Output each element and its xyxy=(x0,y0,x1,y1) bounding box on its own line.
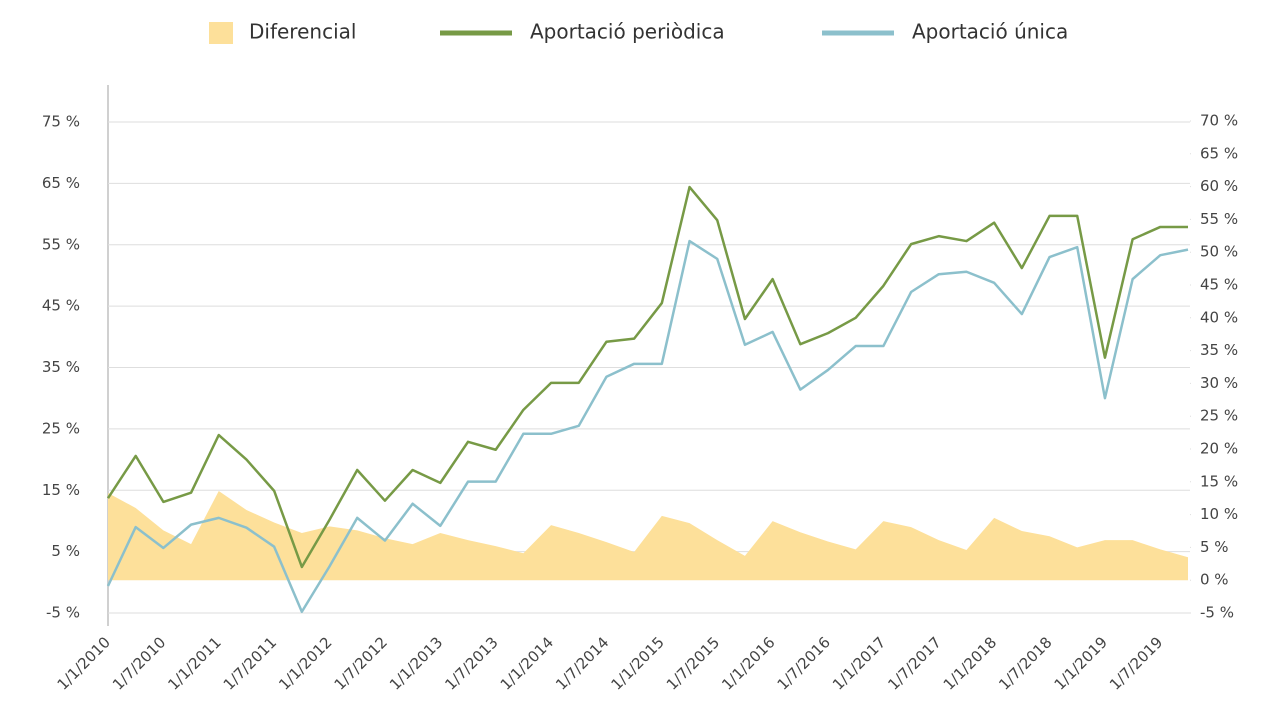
x-tick-label: 1/7/2019 xyxy=(1106,633,1166,693)
line xyxy=(106,185,1188,569)
x-tick-label: 1/7/2010 xyxy=(109,633,169,693)
legend-label: Aportació periòdica xyxy=(530,20,725,44)
x-tick-label: 1/7/2013 xyxy=(441,633,501,693)
line xyxy=(106,239,1189,614)
x-tick-label: 1/1/2016 xyxy=(718,633,778,693)
y-tick-label: -5 % xyxy=(46,604,80,622)
area xyxy=(108,490,1188,581)
y2-tick-label: 5 % xyxy=(1200,538,1229,556)
x-tick-label: 1/7/2018 xyxy=(995,633,1055,693)
y2-tick-label: 35 % xyxy=(1200,341,1238,359)
y2-tick-label: 55 % xyxy=(1200,210,1238,228)
y2-tick-label: 10 % xyxy=(1200,505,1238,523)
x-tick-label: 1/7/2011 xyxy=(220,633,280,693)
x-tick-label: 1/7/2017 xyxy=(884,633,944,693)
y-tick-label: 55 % xyxy=(42,235,80,253)
legend-swatch xyxy=(209,22,233,44)
y2-tick-label: 60 % xyxy=(1200,177,1238,195)
y-tick-label: 45 % xyxy=(42,297,80,315)
legend-label: Aportació única xyxy=(912,20,1068,44)
legend-label: Diferencial xyxy=(249,20,356,44)
y-tick-label: 75 % xyxy=(42,113,80,131)
y-tick-label: 15 % xyxy=(42,481,80,499)
y2-tick-label: 45 % xyxy=(1200,276,1238,294)
x-tick-label: 1/1/2018 xyxy=(940,633,1000,693)
y2-tick-label: 50 % xyxy=(1200,243,1238,261)
y2-tick-label: 15 % xyxy=(1200,472,1238,490)
y-tick-label: 35 % xyxy=(42,358,80,376)
y2-tick-label: -5 % xyxy=(1200,604,1234,622)
x-tick-label: 1/1/2017 xyxy=(829,633,889,693)
x-tick-label: 1/1/2013 xyxy=(386,633,446,693)
x-tick-label: 1/7/2014 xyxy=(552,633,612,693)
x-tick-label: 1/1/2012 xyxy=(275,633,335,693)
x-tick-label: 1/1/2014 xyxy=(497,633,557,693)
x-tick-label: 1/1/2019 xyxy=(1051,633,1111,693)
y2-tick-label: 25 % xyxy=(1200,407,1238,425)
x-tick-label: 1/7/2016 xyxy=(774,633,834,693)
y2-tick-label: 0 % xyxy=(1200,571,1229,589)
y-tick-label: 25 % xyxy=(42,419,80,437)
y-tick-label: 65 % xyxy=(42,174,80,192)
x-tick-label: 1/1/2010 xyxy=(54,633,114,693)
x-tick-label: 1/7/2012 xyxy=(331,633,391,693)
y2-tick-label: 40 % xyxy=(1200,308,1238,326)
y2-tick-label: 20 % xyxy=(1200,440,1238,458)
x-tick-label: 1/1/2015 xyxy=(607,633,667,693)
y2-tick-label: 30 % xyxy=(1200,374,1238,392)
x-tick-label: 1/1/2011 xyxy=(164,633,224,693)
y2-tick-label: 65 % xyxy=(1200,144,1238,162)
y-tick-label: 5 % xyxy=(51,542,80,560)
y2-tick-label: 70 % xyxy=(1200,112,1238,130)
x-tick-label: 1/7/2015 xyxy=(663,633,723,693)
